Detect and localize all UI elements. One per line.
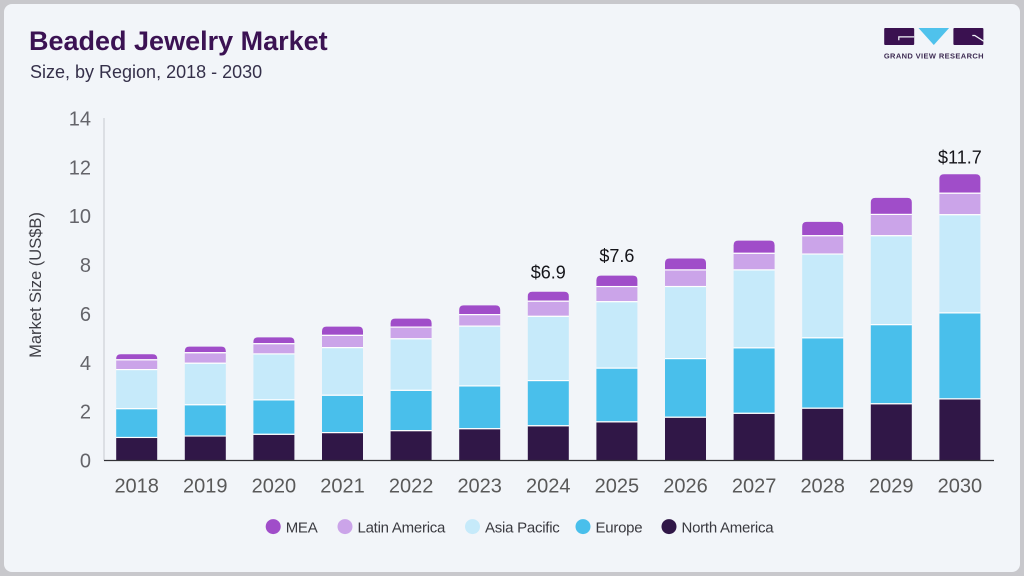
svg-text:0: 0 (80, 451, 91, 473)
svg-text:North America: North America (682, 519, 775, 536)
svg-text:2024: 2024 (526, 476, 571, 498)
svg-text:2030: 2030 (938, 476, 983, 498)
svg-text:2018: 2018 (114, 476, 159, 498)
svg-text:2019: 2019 (183, 476, 228, 498)
svg-text:2: 2 (80, 402, 91, 424)
svg-text:Asia Pacific: Asia Pacific (485, 519, 560, 536)
svg-text:MEA: MEA (286, 519, 318, 536)
svg-text:2028: 2028 (800, 476, 845, 498)
svg-text:Market Size (US$B): Market Size (US$B) (27, 212, 45, 358)
svg-text:Europe: Europe (596, 519, 643, 536)
svg-text:6: 6 (80, 304, 91, 326)
svg-text:8: 8 (80, 255, 91, 277)
svg-text:Latin America: Latin America (358, 519, 447, 536)
svg-text:4: 4 (80, 353, 91, 375)
svg-text:2020: 2020 (252, 476, 297, 498)
svg-text:Beaded Jewelry Market: Beaded Jewelry Market (29, 26, 328, 56)
svg-text:GRAND VIEW RESEARCH: GRAND VIEW RESEARCH (884, 51, 984, 60)
svg-text:2026: 2026 (663, 476, 708, 498)
svg-text:2027: 2027 (732, 476, 777, 498)
svg-text:$7.6: $7.6 (599, 246, 634, 266)
svg-text:10: 10 (69, 206, 91, 228)
svg-text:2025: 2025 (595, 476, 640, 498)
svg-text:Size, by Region, 2018 - 2030: Size, by Region, 2018 - 2030 (30, 62, 262, 82)
svg-text:2029: 2029 (869, 476, 914, 498)
svg-text:12: 12 (69, 157, 91, 179)
svg-text:2022: 2022 (389, 476, 434, 498)
svg-text:2023: 2023 (457, 476, 502, 498)
svg-text:2021: 2021 (320, 476, 365, 498)
svg-text:$6.9: $6.9 (531, 263, 566, 283)
svg-text:14: 14 (69, 109, 91, 131)
svg-text:$11.7: $11.7 (938, 147, 982, 167)
